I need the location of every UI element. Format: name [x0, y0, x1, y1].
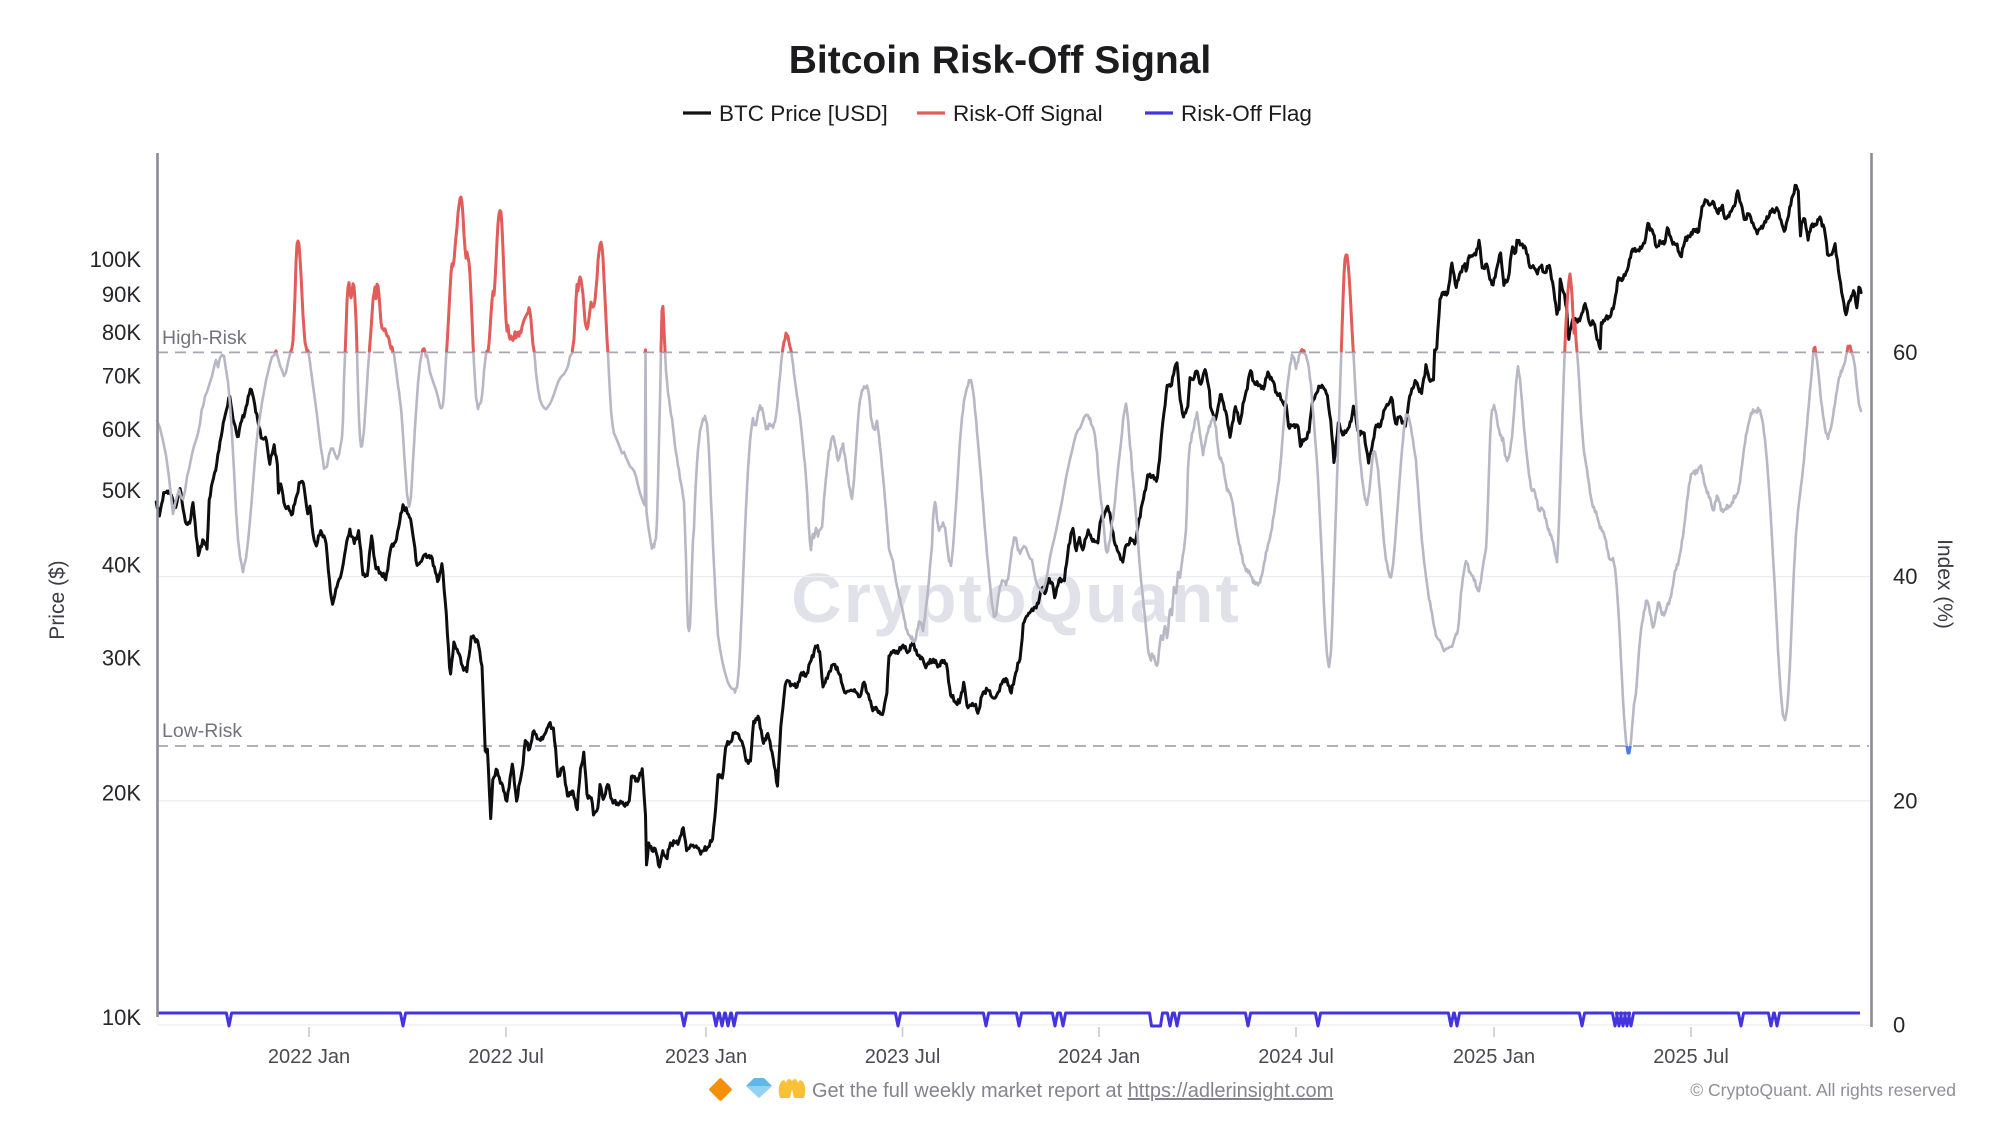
svg-text:CryptoQuant: CryptoQuant: [791, 559, 1241, 637]
svg-text:Risk-Off Flag: Risk-Off Flag: [1181, 101, 1312, 126]
svg-text:2025 Jul: 2025 Jul: [1653, 1046, 1729, 1068]
svg-text:© CryptoQuant. All rights rese: © CryptoQuant. All rights reserved: [1690, 1080, 1956, 1100]
svg-text:2024 Jan: 2024 Jan: [1058, 1046, 1140, 1068]
svg-text:High-Risk: High-Risk: [162, 327, 247, 349]
svg-text:90K: 90K: [102, 282, 141, 307]
svg-text:Bitcoin Risk-Off Signal: Bitcoin Risk-Off Signal: [789, 39, 1212, 82]
svg-text:80K: 80K: [102, 320, 141, 345]
svg-text:40: 40: [1893, 564, 1917, 589]
svg-text:2022 Jan: 2022 Jan: [268, 1046, 350, 1068]
svg-text:10K: 10K: [102, 1005, 141, 1030]
svg-text:60K: 60K: [102, 417, 141, 442]
svg-text:70K: 70K: [102, 363, 141, 388]
svg-text:Risk-Off Signal: Risk-Off Signal: [953, 101, 1103, 126]
svg-text:2022 Jul: 2022 Jul: [468, 1046, 544, 1068]
svg-text:100K: 100K: [90, 247, 142, 272]
svg-text:2024 Jul: 2024 Jul: [1258, 1046, 1334, 1068]
svg-text:2025 Jan: 2025 Jan: [1453, 1046, 1535, 1068]
svg-text:40K: 40K: [102, 552, 141, 577]
svg-text:50K: 50K: [102, 478, 141, 503]
svg-text:20: 20: [1893, 788, 1917, 813]
svg-text:2023 Jul: 2023 Jul: [865, 1046, 941, 1068]
svg-text:0: 0: [1893, 1013, 1905, 1038]
svg-text:20K: 20K: [102, 781, 141, 806]
svg-text:30K: 30K: [102, 646, 141, 671]
svg-text:BTC Price [USD]: BTC Price [USD]: [719, 101, 888, 126]
svg-text:Index (%): Index (%): [1933, 539, 1956, 629]
svg-text:Low-Risk: Low-Risk: [162, 720, 242, 742]
svg-text:60: 60: [1893, 340, 1917, 365]
svg-text:2023 Jan: 2023 Jan: [665, 1046, 747, 1068]
svg-text:Price ($): Price ($): [46, 560, 69, 639]
svg-text:Get the full weekly market rep: Get the full weekly market report at htt…: [812, 1080, 1333, 1102]
